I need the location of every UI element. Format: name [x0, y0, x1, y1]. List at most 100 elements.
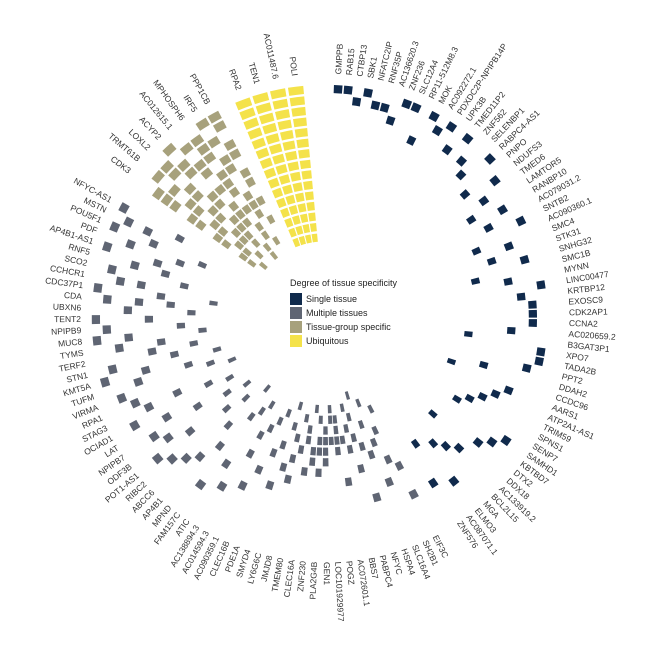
heatmap-cell — [237, 480, 248, 491]
heatmap-cell — [455, 155, 468, 167]
heatmap-cell — [216, 480, 228, 492]
heatmap-cell — [101, 241, 113, 253]
gene-label: LOC101929977 — [333, 561, 346, 622]
heatmap-cell — [410, 102, 422, 114]
heatmap-cell — [506, 326, 516, 335]
heatmap-cell — [151, 169, 165, 184]
heatmap-cell — [242, 247, 253, 257]
legend-item: Ubiquitous — [290, 334, 400, 348]
gene-label: PLA2G4B — [307, 561, 319, 600]
heatmap-cell — [339, 435, 346, 445]
heatmap-cell — [276, 416, 284, 426]
heatmap-cell — [221, 403, 232, 414]
heatmap-cell — [227, 356, 237, 364]
heatmap-cell — [255, 147, 270, 160]
heatmap-cell — [243, 230, 254, 241]
heatmap-cell — [307, 425, 313, 434]
heatmap-cell — [236, 222, 247, 233]
gene-label: TYMS — [59, 348, 84, 361]
heatmap-cell — [190, 134, 205, 148]
heatmap-cell — [162, 142, 177, 157]
heatmap-cell — [177, 158, 191, 172]
heatmap-cell — [280, 130, 294, 141]
heatmap-cell — [298, 149, 310, 159]
heatmap-cell — [379, 102, 390, 113]
heatmap-cell — [228, 186, 241, 198]
heatmap-cell — [297, 203, 307, 213]
heatmap-cell — [350, 433, 358, 443]
heatmap-cell — [287, 161, 300, 172]
heatmap-cell — [293, 117, 307, 128]
heatmap-cell — [242, 217, 253, 228]
heatmap-cell — [459, 189, 471, 200]
heatmap-cell — [344, 391, 351, 400]
heatmap-cell — [258, 112, 275, 125]
heatmap-cell — [92, 335, 102, 346]
heatmap-cell — [283, 474, 292, 484]
heatmap-cell — [118, 202, 130, 214]
heatmap-cell — [243, 117, 260, 130]
heatmap-cell — [270, 88, 287, 100]
heatmap-cell — [247, 258, 257, 268]
heatmap-cell — [489, 175, 501, 187]
heatmap-cell — [298, 235, 307, 246]
gene-label: EXOSC9 — [568, 294, 603, 306]
heatmap-cell — [306, 201, 315, 211]
heatmap-cell — [254, 250, 264, 260]
heatmap-cell — [248, 199, 259, 211]
heatmap-cell — [258, 261, 268, 271]
heatmap-cell — [166, 301, 176, 309]
heatmap-cell — [238, 235, 249, 246]
heatmap-cell — [107, 264, 117, 275]
heatmap-cell — [445, 121, 458, 133]
heatmap-cell — [288, 453, 297, 464]
heatmap-cell — [223, 420, 234, 431]
heatmap-cell — [193, 158, 207, 172]
heatmap-cell — [490, 389, 501, 399]
gene-label: MUC8 — [58, 336, 83, 348]
heatmap-cell — [151, 452, 164, 465]
gene-label: GEN1 — [322, 562, 332, 585]
heatmap-cell — [318, 415, 323, 424]
heatmap-cell — [205, 359, 216, 367]
heatmap-cell — [314, 404, 320, 414]
heatmap-cell — [300, 467, 308, 476]
heatmap-cell — [134, 298, 144, 306]
heatmap-cell — [245, 448, 255, 459]
heatmap-cell — [285, 194, 296, 205]
heatmap-cell — [217, 226, 229, 237]
gene-label: B3GAT3P1 — [567, 339, 610, 354]
heatmap-cell — [254, 464, 264, 475]
heatmap-cell — [262, 242, 272, 252]
heatmap-cell — [332, 415, 338, 424]
legend-title: Degree of tissue specificity — [290, 278, 398, 288]
gene-label: BBS7 — [367, 557, 381, 580]
heatmap-cell — [279, 462, 288, 472]
heatmap-cell — [186, 213, 199, 225]
heatmap-cell — [303, 180, 313, 191]
heatmap-cell — [310, 446, 317, 456]
gene-label: RPA2 — [227, 68, 244, 92]
heatmap-cell — [357, 419, 365, 430]
heatmap-cell — [198, 327, 207, 334]
heatmap-cell — [292, 182, 303, 193]
heatmap-cell — [269, 447, 278, 458]
heatmap-cell — [172, 388, 183, 398]
heatmap-cell — [219, 154, 232, 167]
gene-label: TENT2 — [54, 314, 81, 324]
heatmap-cell — [260, 230, 270, 241]
heatmap-cell — [142, 226, 154, 237]
heatmap-cell — [254, 208, 265, 220]
heatmap-cell — [317, 436, 323, 446]
heatmap-cell — [195, 117, 210, 131]
gene-label: AC011487.6 — [262, 32, 281, 80]
heatmap-cell — [394, 460, 405, 471]
heatmap-cell — [125, 239, 136, 250]
heatmap-cell — [91, 315, 101, 325]
heatmap-cell — [287, 85, 304, 96]
heatmap-cell — [471, 246, 482, 256]
heatmap-cell — [472, 437, 484, 448]
heatmap-cell — [428, 438, 439, 449]
heatmap-cell — [536, 280, 546, 290]
